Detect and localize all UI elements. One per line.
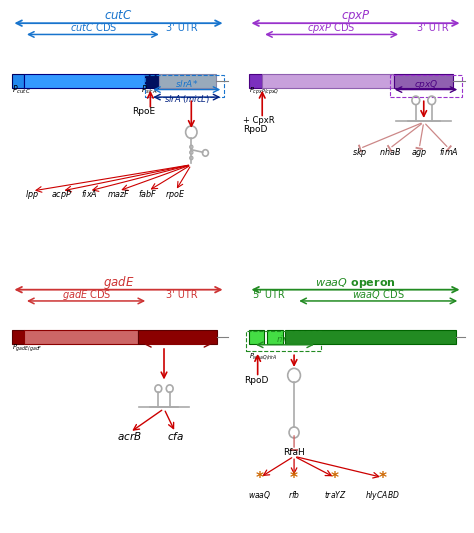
Text: $\mathit{P}_{slrA}$: $\mathit{P}_{slrA}$ [141,83,158,95]
Text: 3' UTR: 3' UTR [417,23,449,33]
Bar [145,75,224,97]
Text: $\mathit{lpp}$: $\mathit{lpp}$ [25,188,39,201]
Text: 3' UTR: 3' UTR [166,23,198,33]
Text: RpoE: RpoE [132,107,155,116]
Text: $\mathit{nhaB}$: $\mathit{nhaB}$ [379,146,401,157]
Text: RpoD: RpoD [244,376,268,385]
Bar [11,330,24,344]
Text: + CpxR: + CpxR [243,116,274,125]
Bar [24,74,145,88]
Text: $\mathit{gadF}$: $\mathit{gadF}$ [165,332,190,345]
Bar [248,330,264,344]
Text: $\mathit{skp}$: $\mathit{skp}$ [352,146,368,159]
Text: $\mathit{rpoE}$: $\mathit{rpoE}$ [165,188,185,201]
Text: $\mathit{acpP}$: $\mathit{acpP}$ [51,188,72,201]
Text: $\mathit{fabF}$: $\mathit{fabF}$ [138,188,158,199]
Bar [390,75,463,97]
Bar [262,74,394,88]
Bar [285,330,456,344]
Bar [145,74,159,88]
Text: $\mathit{P}_{gadE/gadF}$: $\mathit{P}_{gadE/gadF}$ [11,342,42,353]
Text: RpoD: RpoD [243,125,267,134]
Text: RfaH: RfaH [283,448,305,457]
Bar [394,74,453,88]
Bar [267,330,283,344]
Text: $\mathit{cpxQ}$: $\mathit{cpxQ}$ [414,78,438,91]
Text: $\mathit{cpxP}$: $\mathit{cpxP}$ [340,9,371,25]
Text: $\mathit{waaQ}$: $\mathit{waaQ}$ [248,489,272,500]
Text: $\mathit{agp}$: $\mathit{agp}$ [411,148,428,159]
Text: 3' UTR: 3' UTR [166,290,198,300]
Text: $\mathit{mazF}$: $\mathit{mazF}$ [107,188,130,199]
Text: $\mathit{P}_{cpxP/cpxQ}$: $\mathit{P}_{cpxP/cpxQ}$ [248,85,279,97]
Text: $\mathit{rirA}$: $\mathit{rirA}$ [276,333,294,344]
Bar [138,330,218,344]
Text: $\mathit{gadE}$: $\mathit{gadE}$ [103,274,134,291]
Text: $\mathit{cutC}$ CDS: $\mathit{cutC}$ CDS [70,21,117,33]
Text: $\mathit{fimA}$: $\mathit{fimA}$ [439,146,459,157]
Bar [159,74,216,88]
Text: $\mathit{cpxP}$ CDS: $\mathit{cpxP}$ CDS [308,21,356,35]
Text: $\mathit{P}_{waaQ/rirA}$: $\mathit{P}_{waaQ/rirA}$ [248,351,277,361]
Text: $\mathit{waaQ}$ operon: $\mathit{waaQ}$ operon [315,276,396,290]
Text: $\mathit{acrB}$: $\mathit{acrB}$ [118,430,142,442]
Text: $\mathit{hlyCABD}$: $\mathit{hlyCABD}$ [365,489,400,502]
Bar [24,330,138,344]
Text: *: * [256,471,264,486]
Text: 5' UTR: 5' UTR [253,290,285,300]
Text: $\mathit{rfb}$: $\mathit{rfb}$ [288,489,300,499]
Bar [246,330,321,351]
Text: *: * [379,471,387,486]
Bar [11,74,24,88]
Text: $\mathit{P}_{cutC}$: $\mathit{P}_{cutC}$ [11,83,30,95]
Bar [248,74,262,88]
Text: $\mathit{slrA}$ ($\mathit{micL}$): $\mathit{slrA}$ ($\mathit{micL}$) [164,93,210,105]
Text: $\mathit{waaQ}$ CDS: $\mathit{waaQ}$ CDS [352,288,405,301]
Text: $\mathit{traYZ}$: $\mathit{traYZ}$ [324,489,346,499]
Text: $\mathit{fixA}$: $\mathit{fixA}$ [81,188,97,199]
Text: $\mathit{gadE}$ CDS: $\mathit{gadE}$ CDS [62,288,111,302]
Text: *: * [290,471,298,486]
Text: $\mathit{cfa}$: $\mathit{cfa}$ [167,430,184,442]
Text: *: * [331,471,339,486]
Text: $\mathit{slrA}$*: $\mathit{slrA}$* [175,78,199,88]
Text: $\mathit{cutC}$: $\mathit{cutC}$ [104,10,133,22]
